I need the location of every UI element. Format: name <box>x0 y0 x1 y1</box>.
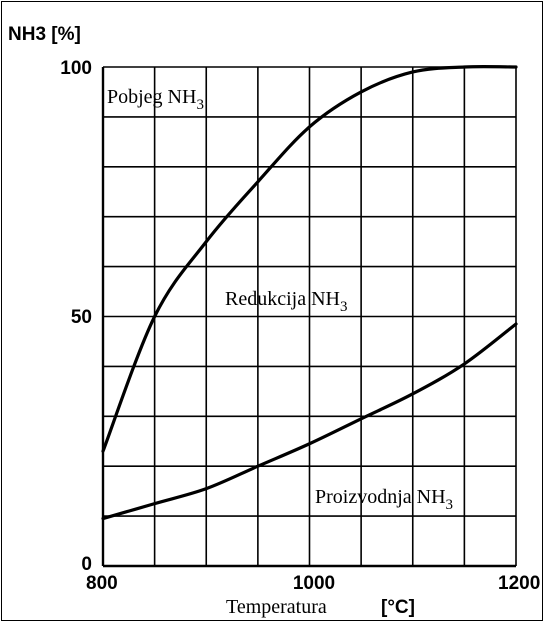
y-tick-label-100: 100 <box>60 58 92 79</box>
annotation-redukcija: Redukcija NH3 <box>225 288 347 315</box>
grid <box>101 66 517 568</box>
series-line-2 <box>101 322 518 521</box>
x-axis-title: Temperatura <box>226 596 327 618</box>
annotation-pobjeg: Pobjeg NH3 <box>107 86 204 113</box>
x-axis-unit: [°C] <box>381 597 415 618</box>
y-tick-label-0: 0 <box>81 554 92 575</box>
x-tick-label-1000: 1000 <box>293 573 335 594</box>
annotation-proizvodnja: Proizvodnja NH3 <box>315 486 453 513</box>
curves <box>101 65 518 521</box>
y-tick-label-50: 50 <box>71 307 92 328</box>
series-line-1 <box>101 65 518 453</box>
x-tick-label-1200: 1200 <box>498 573 540 594</box>
y-axis-title: NH3 [%] <box>8 24 81 45</box>
x-tick-label-800: 800 <box>86 573 118 594</box>
